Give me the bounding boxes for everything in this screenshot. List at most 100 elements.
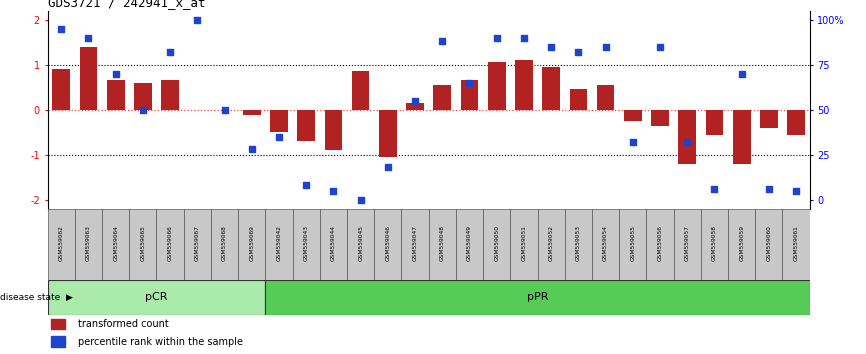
Bar — [728, 209, 755, 280]
Bar — [51, 319, 65, 329]
Text: GSM559042: GSM559042 — [276, 225, 281, 261]
Bar — [646, 209, 674, 280]
Point — [81, 35, 95, 40]
Bar — [161, 80, 179, 110]
Text: GSM559066: GSM559066 — [168, 225, 172, 261]
Bar — [651, 110, 669, 126]
Bar — [461, 80, 478, 110]
Bar — [48, 209, 74, 280]
Bar — [265, 280, 810, 315]
Point — [681, 139, 695, 145]
Point — [272, 134, 286, 139]
Point — [789, 188, 803, 194]
Point — [517, 35, 531, 40]
Text: GSM559045: GSM559045 — [359, 225, 363, 261]
Text: GSM559051: GSM559051 — [521, 225, 527, 261]
Text: disease state  ▶: disease state ▶ — [0, 293, 73, 302]
Bar — [619, 209, 646, 280]
Bar — [184, 209, 211, 280]
Point — [490, 35, 504, 40]
Bar — [783, 209, 810, 280]
Text: GSM559048: GSM559048 — [440, 225, 445, 261]
Point — [300, 183, 313, 188]
Point — [408, 98, 422, 104]
Text: GSM559060: GSM559060 — [766, 225, 772, 261]
Text: pPR: pPR — [527, 292, 548, 302]
Bar — [406, 103, 424, 110]
Bar — [379, 110, 397, 157]
Bar — [157, 209, 184, 280]
Bar — [565, 209, 592, 280]
Point — [163, 49, 177, 55]
Point — [762, 186, 776, 192]
Bar — [542, 67, 560, 110]
Point — [653, 44, 667, 50]
Bar — [242, 110, 261, 115]
Bar — [402, 209, 429, 280]
Bar — [787, 110, 805, 135]
Text: GSM559061: GSM559061 — [793, 225, 798, 261]
Bar — [678, 110, 696, 164]
Point — [626, 139, 640, 145]
Bar — [80, 47, 97, 110]
Text: GSM559062: GSM559062 — [59, 225, 64, 261]
Text: GSM559055: GSM559055 — [630, 225, 636, 261]
Bar — [701, 209, 728, 280]
Text: GSM559047: GSM559047 — [412, 225, 417, 261]
Text: pCR: pCR — [145, 292, 168, 302]
Bar — [374, 209, 402, 280]
Text: GSM559064: GSM559064 — [113, 225, 118, 261]
Bar — [265, 209, 293, 280]
Text: GSM559050: GSM559050 — [494, 225, 499, 261]
Bar — [107, 80, 125, 110]
Point — [109, 71, 123, 76]
Bar — [674, 209, 701, 280]
Text: GSM559046: GSM559046 — [385, 225, 391, 261]
Bar — [624, 110, 642, 121]
Text: percentile rank within the sample: percentile rank within the sample — [78, 337, 243, 347]
Point — [136, 107, 150, 113]
Bar — [592, 209, 619, 280]
Point — [708, 186, 721, 192]
Bar — [429, 209, 456, 280]
Text: GSM559049: GSM559049 — [467, 225, 472, 261]
Point — [436, 39, 449, 44]
Text: GSM559052: GSM559052 — [549, 225, 553, 261]
Point — [191, 17, 204, 22]
Bar — [293, 209, 320, 280]
Text: GSM559044: GSM559044 — [331, 225, 336, 261]
Bar — [134, 83, 152, 110]
Bar — [733, 110, 751, 164]
Text: GSM559043: GSM559043 — [304, 225, 308, 261]
Text: GSM559053: GSM559053 — [576, 225, 581, 261]
Text: GSM559063: GSM559063 — [86, 225, 91, 261]
Bar — [434, 85, 451, 110]
Bar — [270, 110, 288, 132]
Point — [217, 107, 231, 113]
Bar — [755, 209, 783, 280]
Bar — [51, 336, 65, 347]
Text: GSM559056: GSM559056 — [657, 225, 662, 261]
Bar — [570, 90, 587, 110]
Bar — [74, 209, 102, 280]
Bar — [52, 69, 70, 110]
Point — [55, 26, 68, 32]
Bar — [706, 110, 723, 135]
Bar — [320, 209, 347, 280]
Bar — [515, 60, 533, 110]
Bar — [760, 110, 778, 128]
Text: GSM559057: GSM559057 — [685, 225, 689, 261]
Bar — [488, 62, 506, 110]
Text: GSM559067: GSM559067 — [195, 225, 200, 261]
Point — [734, 71, 748, 76]
Point — [326, 188, 340, 194]
Bar — [352, 72, 370, 110]
Bar — [297, 110, 315, 141]
Text: GSM559069: GSM559069 — [249, 225, 255, 261]
Bar — [510, 209, 538, 280]
Text: GSM559059: GSM559059 — [740, 225, 744, 261]
Bar — [347, 209, 374, 280]
Point — [598, 44, 612, 50]
Bar — [483, 209, 510, 280]
Text: GSM559068: GSM559068 — [222, 225, 227, 261]
